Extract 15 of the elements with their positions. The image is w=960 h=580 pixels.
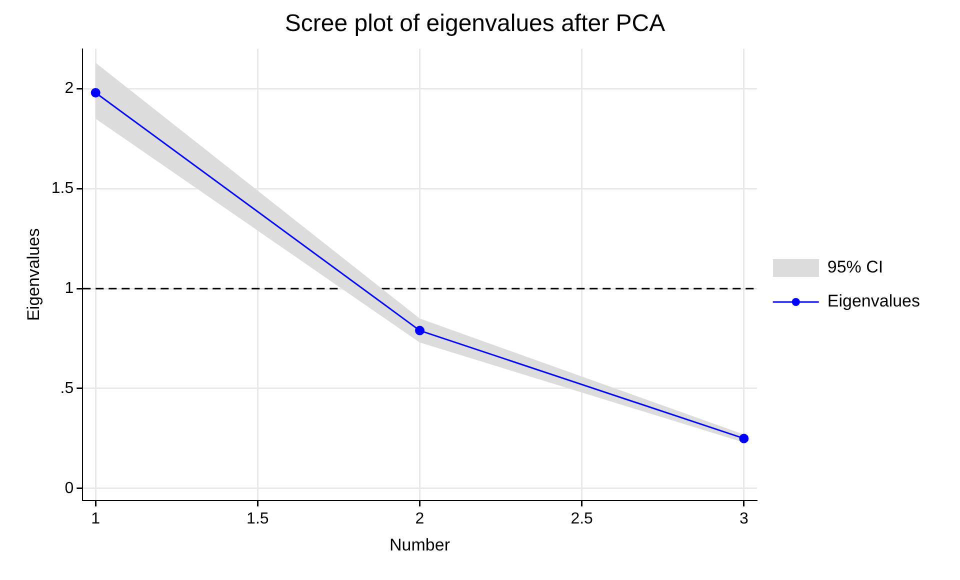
y-tick-label: 1 [64, 280, 74, 297]
x-tick-label: 3 [739, 510, 748, 528]
x-tick-label: 2 [415, 510, 424, 528]
x-axis-title: Number [390, 535, 450, 554]
text: 95% CI [827, 258, 884, 277]
chart-title: Scree plot of eigenvalues after PCA [284, 10, 666, 38]
y-tick-label: 0 [64, 480, 74, 497]
y-tick-label: 1.5 [51, 180, 74, 198]
legend-label: Eigenvalues [827, 292, 920, 311]
x-tick-label: 1 [91, 510, 100, 528]
x-tick-label: 2.5 [570, 510, 594, 528]
x-tick-label: 1.5 [246, 510, 269, 528]
y-tick-label: 2 [64, 80, 74, 98]
y-tick-label: .5 [60, 380, 74, 397]
y-axis-title: Eigenvalues [24, 228, 43, 321]
